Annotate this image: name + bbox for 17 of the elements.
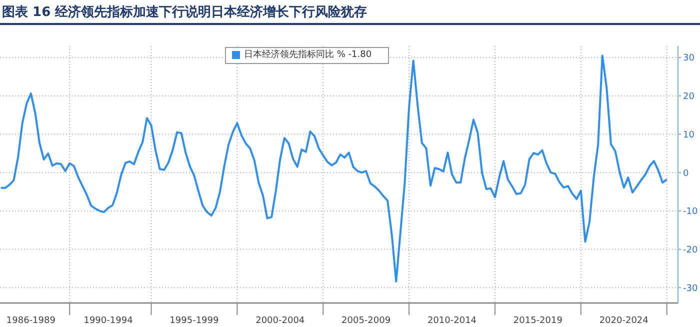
x-tick-label: 1986-1989 [6, 316, 56, 326]
y-tick-label: 0 [683, 168, 689, 179]
x-tick-label: 2005-2009 [342, 316, 391, 326]
x-tick-label: 2000-2004 [256, 316, 305, 326]
y-tick-label: -20 [683, 245, 698, 256]
x-tick-label: 2020-2024 [599, 316, 649, 326]
x-tick-label: 2010-2014 [427, 316, 477, 326]
x-tick-label: 2015-2019 [513, 316, 563, 326]
x-tick-label: 1995-1999 [170, 316, 220, 326]
x-tick-label: 1990-1994 [84, 316, 134, 326]
legend-label: 日本经济领先指标同比 % -1.80 [244, 50, 372, 60]
y-tick-label: -30 [683, 284, 698, 294]
y-tick-label: 10 [683, 130, 695, 140]
y-tick-label: 20 [683, 92, 695, 102]
y-tick-label: -10 [683, 207, 698, 218]
chart-title: 图表 16 经济领先指标加速下行说明日本经济增长下行风险犹存 [0, 0, 700, 25]
y-tick-label: 30 [683, 54, 695, 64]
